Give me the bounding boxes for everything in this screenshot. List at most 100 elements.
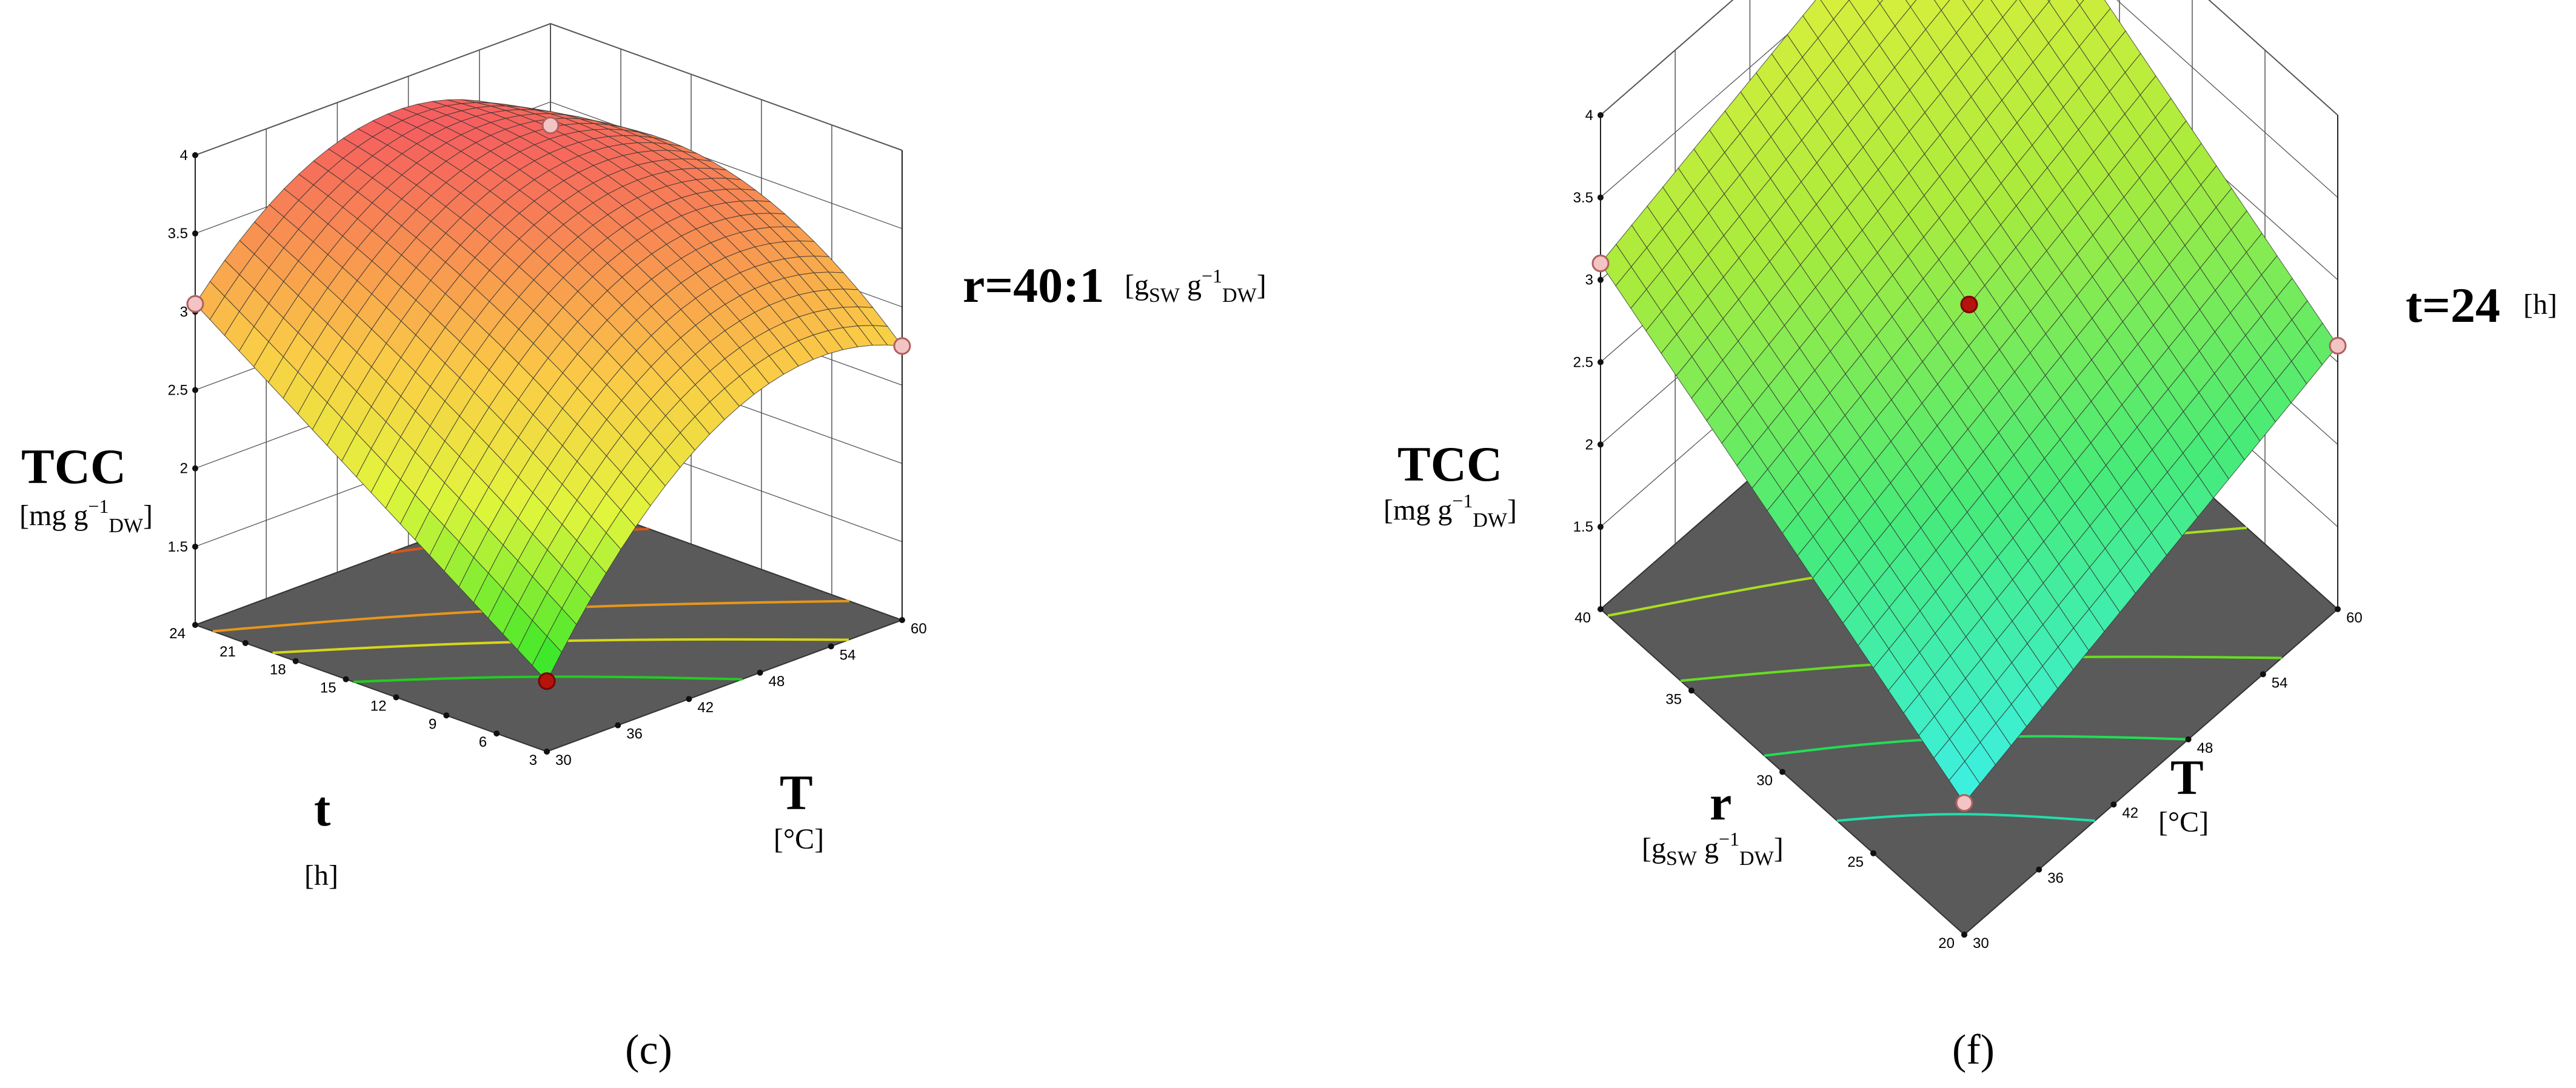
panel-f-x-axis-name: T: [2170, 750, 2204, 805]
panel-f-x-axis-unit: [°C]: [2158, 806, 2209, 838]
panel-c-z-axis-unit: [mg g−1DW]: [19, 495, 153, 537]
y-tick-dot: [343, 676, 349, 683]
x-tick-dot: [2335, 606, 2341, 612]
z-tick-label: 2: [180, 461, 188, 477]
design-point-marker: [1593, 256, 1608, 272]
panel-c-fixed-param: r=40:1: [963, 258, 1104, 313]
y-tick-label: 3: [529, 752, 537, 769]
x-tick-label: 60: [911, 621, 927, 637]
design-point-marker: [187, 296, 203, 312]
x-tick-dot: [757, 670, 763, 676]
z-tick-label: 3.5: [1573, 190, 1593, 206]
y-tick-dot: [393, 694, 399, 700]
y-tick-label: 24: [169, 626, 186, 642]
y-tick-dot: [443, 712, 449, 718]
x-tick-label: 36: [626, 726, 643, 743]
x-tick-label: 42: [697, 699, 714, 716]
x-tick-label: 42: [2122, 805, 2138, 821]
y-tick-dot: [1688, 687, 1694, 693]
y-tick-dot: [1597, 606, 1604, 612]
y-tick-label: 40: [1574, 610, 1591, 626]
x-tick-dot: [2110, 801, 2116, 807]
z-tick-label: 3.5: [168, 225, 188, 242]
y-tick-dot: [493, 730, 500, 736]
panel-c-x-axis-unit: [°C]: [774, 823, 824, 855]
y-tick-dot: [243, 640, 249, 646]
z-tick-dot: [192, 544, 198, 550]
panel-f-y-axis-name: r: [1710, 775, 1731, 830]
x-tick-label: 30: [555, 752, 572, 769]
panel-c-fixed-param-unit: [gSW g−1DW]: [1125, 265, 1266, 307]
z-tick-dot: [1597, 195, 1604, 201]
y-tick-label: 20: [1938, 935, 1955, 952]
panel-c-x-axis-name: T: [780, 765, 813, 820]
z-tick-label: 3: [180, 304, 188, 320]
panel-f-fixed-param-unit: [h]: [2523, 289, 2557, 321]
design-point-marker: [1956, 795, 1972, 811]
x-tick-label: 48: [769, 673, 785, 690]
panel-f-z-axis-name: TCC: [1397, 436, 1502, 492]
y-tick-label: 6: [479, 734, 487, 750]
x-tick-label: 60: [2346, 610, 2363, 626]
z-tick-label: 4: [180, 147, 188, 164]
z-tick-dot: [192, 387, 198, 393]
y-tick-dot: [192, 622, 198, 628]
z-tick-label: 4: [1585, 107, 1593, 124]
x-tick-label: 54: [2272, 675, 2288, 691]
z-tick-dot: [1597, 112, 1604, 118]
z-tick-dot: [192, 230, 198, 236]
z-tick-label: 1.5: [168, 539, 188, 555]
x-tick-dot: [2186, 736, 2192, 743]
z-tick-label: 1.5: [1573, 519, 1593, 535]
y-tick-dot: [1870, 850, 1876, 856]
panel-c-y-axis-name: t: [314, 781, 330, 836]
panel-f-caption: (f): [1952, 1027, 1995, 1073]
panel-f-z-axis-unit: [mg g−1DW]: [1383, 490, 1517, 532]
y-tick-dot: [293, 658, 299, 664]
x-tick-label: 36: [2047, 870, 2064, 887]
z-tick-dot: [192, 466, 198, 472]
y-tick-label: 25: [1847, 854, 1864, 870]
panel-c-y-axis-unit: [h]: [304, 859, 338, 892]
x-tick-dot: [2036, 867, 2042, 873]
panel-f-fixed-param: t=24: [2406, 278, 2500, 333]
y-tick-label: 12: [370, 698, 387, 714]
y-tick-label: 15: [320, 680, 336, 696]
y-tick-label: 18: [270, 662, 286, 678]
y-tick-label: 30: [1756, 773, 1773, 789]
z-tick-label: 2.5: [1573, 355, 1593, 371]
x-tick-label: 30: [1973, 935, 1989, 952]
x-tick-dot: [686, 696, 692, 702]
design-point-marker: [894, 338, 910, 354]
y-tick-label: 9: [429, 716, 437, 732]
z-tick-label: 3: [1585, 272, 1593, 289]
z-tick-dot: [1597, 441, 1604, 447]
panel-f-y-axis-unit: [gSW g−1DW]: [1642, 828, 1784, 870]
z-tick-dot: [1597, 524, 1604, 530]
design-point-marker: [543, 118, 558, 133]
z-tick-dot: [1597, 277, 1604, 283]
y-tick-dot: [1961, 932, 1967, 938]
x-tick-dot: [828, 643, 834, 649]
panel-c-z-axis-name: TCC: [21, 439, 126, 494]
x-tick-label: 54: [840, 647, 856, 663]
y-tick-dot: [1779, 769, 1785, 775]
z-tick-dot: [1597, 359, 1604, 365]
x-tick-dot: [899, 617, 905, 623]
z-tick-label: 2.5: [168, 382, 188, 399]
design-point-marker: [539, 673, 555, 689]
z-tick-dot: [192, 152, 198, 158]
z-tick-label: 2: [1585, 436, 1593, 453]
design-point-marker: [1961, 296, 1977, 312]
design-point-marker: [2330, 338, 2346, 353]
y-tick-label: 35: [1665, 691, 1682, 707]
y-tick-label: 21: [219, 644, 236, 660]
panel-c-caption: (c): [625, 1027, 672, 1073]
x-tick-dot: [615, 723, 621, 729]
x-tick-dot: [2260, 671, 2266, 677]
y-tick-dot: [544, 749, 550, 755]
